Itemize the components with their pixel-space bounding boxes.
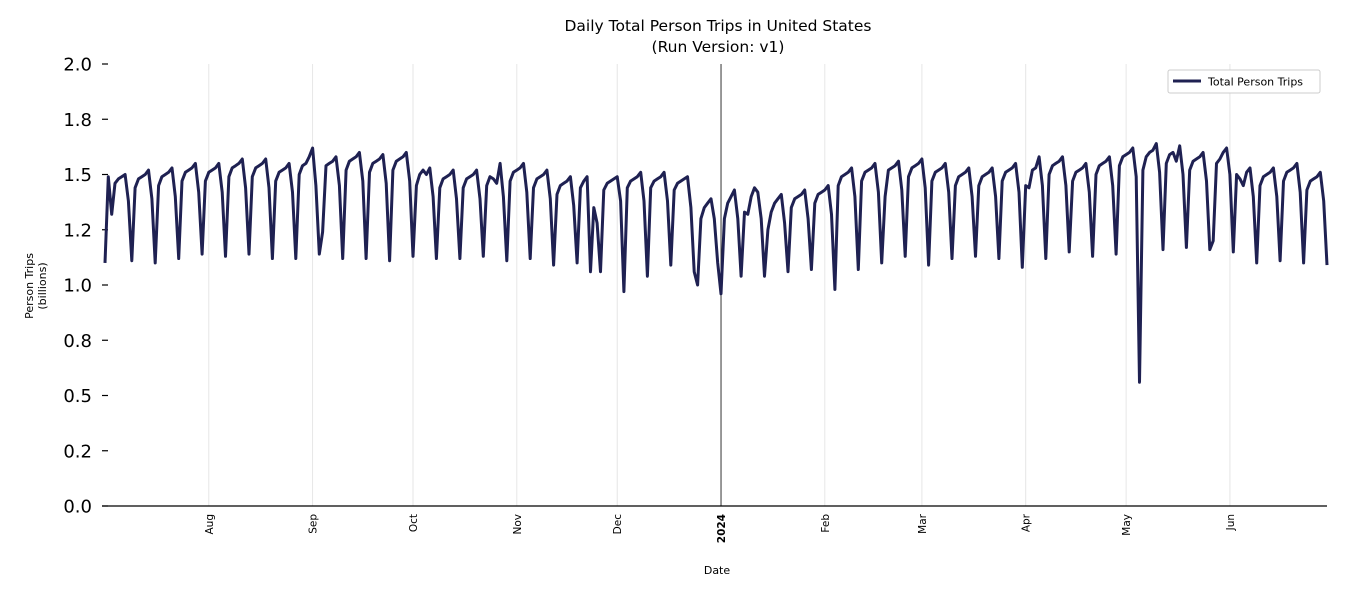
x-tick-label: Dec [612,514,624,535]
chart-title: Daily Total Person Trips in United State… [564,17,871,35]
x-tick-label: May [1121,514,1133,536]
x-tick-label: Feb [820,514,832,533]
series-layer [103,142,1329,384]
y-axis: 0.0 0.2 0.5 0.8 1.0 1.2 1.5 1.8 2.0 [63,55,108,518]
x-tick-label: Nov [512,514,524,535]
y-tick-label: 2.0 [63,55,92,76]
legend-label: Total Person Trips [1207,76,1303,89]
y-tick-label: 0.8 [63,331,92,352]
y-tick-label: 0.5 [63,386,92,407]
legend-box [1167,69,1321,94]
y-tick-label: 1.0 [63,276,92,297]
x-tick-label: Apr [1021,513,1033,532]
legend: Total Person Trips [1167,69,1321,94]
y-tick-label: 1.2 [63,220,92,241]
x-tick-label: 2024 [716,514,728,543]
x-tick-label: Jun [1225,514,1237,531]
chart-subtitle: (Run Version: v1) [652,38,785,56]
y-tick-label: 1.5 [63,165,92,186]
x-axis: Aug Sep Oct Nov Dec 2024 Feb Mar Apr May Jun [204,513,1237,543]
series-line-total-person-trips [103,142,1329,384]
x-axis-label: Date [704,564,731,577]
x-tick-label: Aug [204,514,216,535]
y-tick-label: 1.8 [63,110,92,131]
y-axis-label-line2: (billions) [36,262,49,309]
y-axis-label-line1: Person Trips [23,253,36,319]
x-tick-label: Oct [408,514,420,532]
x-tick-label: Mar [917,513,929,533]
y-tick-label: 0.0 [63,497,92,518]
y-tick-label: 0.2 [63,441,92,462]
x-tick-label: Sep [308,514,320,534]
